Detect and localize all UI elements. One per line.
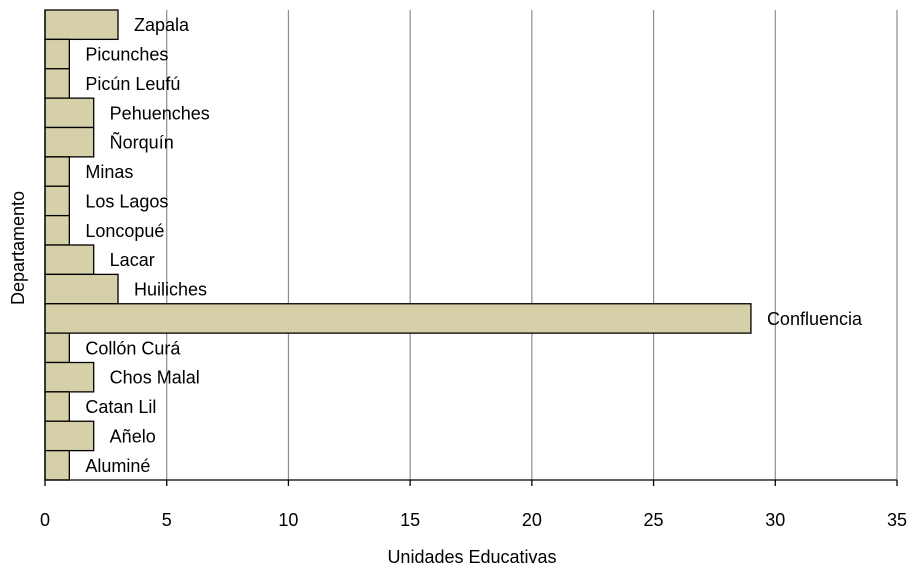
bar-category-label: Chos Malal [110,368,200,388]
bar-category-label: Huiliches [134,280,207,300]
bar [44,420,95,452]
x-tick-labels: 0 5 10 15 20 25 30 35 [40,510,907,530]
x-tick-label: 20 [522,510,542,530]
bar-category-label: Picunches [85,45,168,65]
x-tick-label: 5 [162,510,172,530]
bar [44,332,70,364]
bar [44,273,119,305]
bar [44,9,119,41]
bar [44,156,70,187]
bar [44,449,70,481]
bar [44,303,752,334]
bar-category-label: Loncopué [85,221,164,241]
bar-category-label: Collón Curá [85,338,181,358]
bar-category-label: Picún Leufú [85,74,180,94]
bars [44,9,752,481]
bar [44,361,95,393]
bar [44,38,70,70]
x-tick-label: 35 [887,510,907,530]
bar [44,244,95,276]
bar-category-label: Minas [85,162,133,182]
bar-category-label: Zapala [134,15,190,35]
x-tick-label: 0 [40,510,50,530]
bar-category-label: Pehuenches [110,103,210,123]
bar [44,97,95,129]
bar-category-label: Añelo [110,426,156,446]
x-tick-label: 10 [278,510,298,530]
bar [44,126,95,158]
bar [44,185,70,217]
bar-labels: Zapala Picunches Picún Leufú Pehuenches Ñorq… [85,15,863,476]
bar-category-label: Lacar [110,250,155,270]
bar-category-label: Los Lagos [85,191,168,211]
bar-category-label: Catan Lil [85,397,156,417]
x-tick-label: 25 [644,510,664,530]
x-axis-label: Unidades Educativas [387,547,556,567]
gridlines [166,10,898,480]
bar [44,68,70,99]
y-axis-label: Departamento [8,191,28,305]
bar-category-label: Ñorquín [110,132,174,153]
bar [44,391,70,422]
bar-category-label: Aluminé [85,456,150,476]
x-tick-label: 15 [400,510,420,530]
bar-category-label: Confluencia [767,309,863,329]
axes [44,10,898,486]
x-tick-label: 30 [765,510,785,530]
bar [44,214,70,246]
